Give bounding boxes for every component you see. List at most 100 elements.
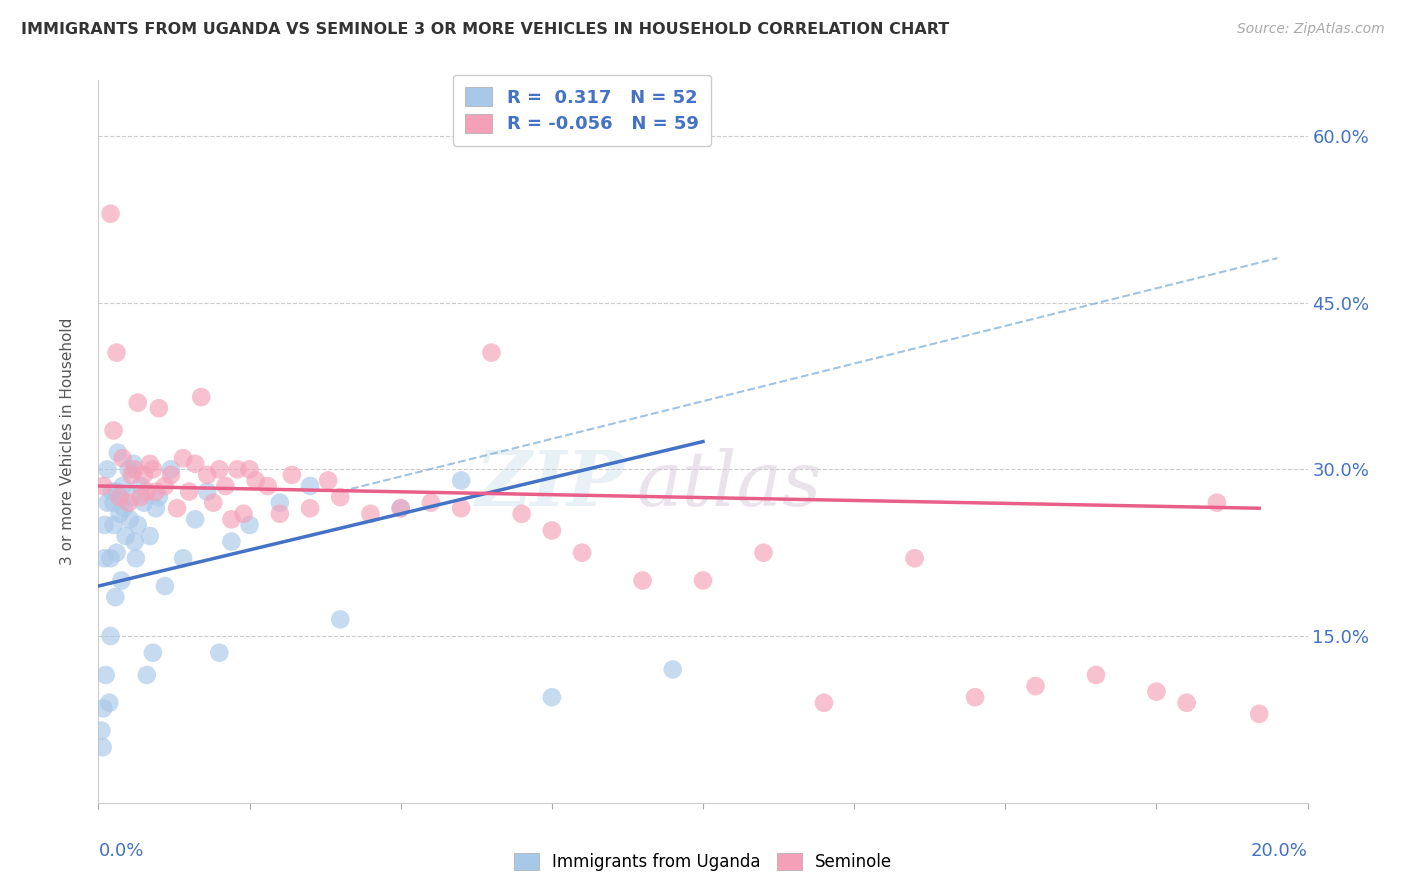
- Point: [329, 490, 352, 504]
- Point: [1024, 679, 1046, 693]
- Point: [389, 501, 412, 516]
- Point: [93, 551, 115, 566]
- Point: [256, 479, 278, 493]
- Point: [1206, 496, 1229, 510]
- Point: [90, 723, 112, 738]
- Point: [389, 501, 412, 516]
- Point: [299, 479, 322, 493]
- Point: [316, 474, 339, 488]
- Point: [510, 507, 533, 521]
- Point: [145, 484, 167, 499]
- Point: [111, 451, 134, 466]
- Point: [202, 496, 225, 510]
- Point: [94, 668, 117, 682]
- Point: [132, 467, 155, 482]
- Point: [139, 457, 162, 471]
- Point: [571, 546, 593, 560]
- Point: [179, 484, 201, 499]
- Point: [450, 474, 472, 488]
- Point: [129, 479, 152, 493]
- Point: [124, 462, 146, 476]
- Point: [139, 529, 162, 543]
- Point: [96, 496, 118, 510]
- Point: [129, 490, 152, 504]
- Point: [100, 551, 122, 566]
- Text: 0.0%: 0.0%: [98, 842, 143, 860]
- Point: [450, 501, 472, 516]
- Point: [481, 345, 503, 359]
- Legend: Immigrants from Uganda, Seminole: Immigrants from Uganda, Seminole: [505, 845, 901, 880]
- Point: [360, 507, 382, 521]
- Point: [208, 462, 231, 476]
- Point: [1249, 706, 1271, 721]
- Point: [142, 646, 165, 660]
- Point: [145, 501, 167, 516]
- Point: [221, 534, 243, 549]
- Text: 20.0%: 20.0%: [1251, 842, 1308, 860]
- Point: [904, 551, 927, 566]
- Point: [122, 457, 145, 471]
- Point: [190, 390, 212, 404]
- Point: [135, 668, 157, 682]
- Point: [226, 462, 249, 476]
- Point: [142, 462, 165, 476]
- Point: [239, 517, 262, 532]
- Point: [127, 395, 149, 409]
- Point: [105, 546, 128, 560]
- Point: [1175, 696, 1198, 710]
- Point: [299, 501, 322, 516]
- Point: [232, 507, 254, 521]
- Point: [1085, 668, 1108, 682]
- Point: [110, 574, 132, 588]
- Point: [103, 424, 125, 438]
- Point: [195, 484, 218, 499]
- Point: [105, 484, 128, 499]
- Point: [221, 512, 243, 526]
- Point: [104, 590, 127, 604]
- Point: [160, 462, 183, 476]
- Point: [91, 479, 114, 493]
- Point: [135, 484, 157, 499]
- Point: [153, 579, 176, 593]
- Point: [692, 574, 714, 588]
- Point: [124, 534, 146, 549]
- Point: [166, 501, 188, 516]
- Point: [127, 517, 149, 532]
- Point: [420, 496, 443, 510]
- Point: [93, 517, 115, 532]
- Point: [269, 496, 291, 510]
- Point: [103, 517, 125, 532]
- Text: ZIP: ZIP: [475, 448, 624, 522]
- Text: IMMIGRANTS FROM UGANDA VS SEMINOLE 3 OR MORE VEHICLES IN HOUSEHOLD CORRELATION C: IMMIGRANTS FROM UGANDA VS SEMINOLE 3 OR …: [21, 22, 949, 37]
- Point: [111, 479, 134, 493]
- Point: [329, 612, 352, 626]
- Point: [105, 345, 128, 359]
- Point: [114, 529, 136, 543]
- Point: [172, 451, 194, 466]
- Legend: R =  0.317   N = 52, R = -0.056   N = 59: R = 0.317 N = 52, R = -0.056 N = 59: [453, 75, 711, 146]
- Point: [540, 524, 562, 538]
- Point: [148, 490, 170, 504]
- Point: [100, 207, 122, 221]
- Point: [153, 479, 176, 493]
- Point: [631, 574, 654, 588]
- Point: [661, 662, 683, 676]
- Point: [813, 696, 835, 710]
- Point: [245, 474, 267, 488]
- Point: [108, 490, 131, 504]
- Point: [118, 512, 141, 526]
- Point: [184, 457, 207, 471]
- Point: [100, 484, 122, 499]
- Point: [125, 551, 148, 566]
- Point: [965, 690, 987, 705]
- Point: [540, 690, 562, 705]
- Point: [752, 546, 775, 560]
- Point: [112, 501, 135, 516]
- Point: [107, 445, 129, 459]
- Point: [1146, 684, 1168, 698]
- Point: [160, 467, 183, 482]
- Point: [91, 701, 114, 715]
- Point: [121, 467, 143, 482]
- Point: [281, 467, 304, 482]
- Point: [96, 462, 118, 476]
